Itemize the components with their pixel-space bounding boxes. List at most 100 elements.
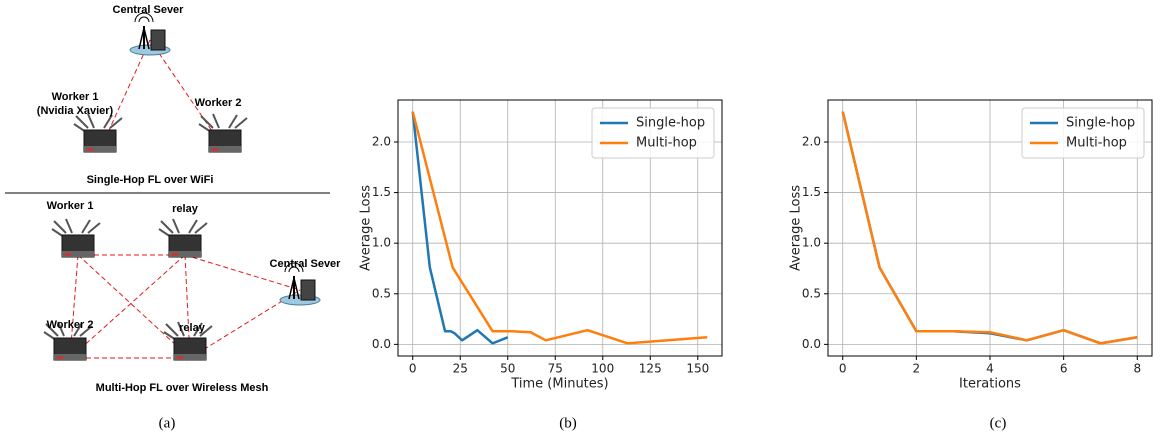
x-tick-label: 50 <box>500 362 515 376</box>
signal <box>288 266 300 273</box>
x-tick-label: 100 <box>591 362 614 376</box>
node-sublabel: (Nvidia Xavier) <box>37 105 114 117</box>
device-port <box>87 148 93 151</box>
device-icon <box>73 113 123 153</box>
antenna <box>73 322 83 337</box>
caption: (b) <box>559 415 577 431</box>
diagram-title: Multi-Hop FL over Wireless Mesh <box>96 382 269 394</box>
x-tick-label: 25 <box>453 362 468 376</box>
antenna <box>234 117 248 129</box>
antenna <box>193 322 203 337</box>
antenna <box>57 321 65 337</box>
server-box <box>300 279 316 301</box>
legend-label: Single-hop <box>636 116 705 131</box>
link <box>69 254 186 359</box>
node-label: Worker 2 <box>195 97 242 109</box>
antenna <box>200 115 214 129</box>
plot-frame <box>397 99 723 357</box>
antenna <box>188 219 198 234</box>
antenna <box>109 117 123 129</box>
y-axis-label: Average Loss <box>789 185 804 271</box>
antenna <box>45 323 59 337</box>
x-tick-label: 6 <box>1060 362 1068 376</box>
device-icon <box>163 321 213 361</box>
device-port <box>172 253 178 256</box>
y-tick-label: 0.5 <box>802 286 821 300</box>
plot-frame <box>827 99 1153 357</box>
legend-box <box>1021 107 1145 159</box>
legend-box <box>591 107 715 159</box>
diagram-title: Single-Hop FL over WiFi <box>87 174 214 186</box>
y-tick-label: 0.5 <box>372 286 391 300</box>
x-tick-label: 2 <box>913 362 921 376</box>
device-icon <box>43 321 93 361</box>
antenna <box>53 220 67 234</box>
x-axis-label: Time (Minutes) <box>510 377 608 392</box>
legend-label: Multi-hop <box>1066 136 1127 151</box>
series-line <box>841 111 1138 345</box>
antenna <box>87 113 95 129</box>
node-label: Worker 2 <box>47 319 94 331</box>
caption: (a) <box>159 415 176 431</box>
device-icon <box>158 218 208 258</box>
antenna <box>228 114 238 129</box>
antenna <box>81 219 91 234</box>
y-tick-label: 1.5 <box>372 185 391 199</box>
series-line <box>411 111 708 345</box>
link <box>184 254 191 359</box>
y-tick-label: 1.0 <box>802 236 821 250</box>
antenna <box>75 115 89 129</box>
device-front <box>169 251 201 257</box>
antenna <box>199 325 213 337</box>
node-label: relay <box>172 203 199 215</box>
device-icon <box>198 113 248 153</box>
signal <box>284 262 304 273</box>
node-label: Worker 1 <box>47 200 94 212</box>
y-tick-label: 0.0 <box>372 337 391 351</box>
link <box>149 39 226 151</box>
x-tick-label: 4 <box>986 362 994 376</box>
device-front <box>174 354 206 360</box>
server-icon <box>279 262 321 306</box>
y-tick-label: 2.0 <box>372 134 391 148</box>
node-label: Central Sever <box>113 4 185 16</box>
x-tick-label: 8 <box>1133 362 1141 376</box>
antenna <box>79 325 93 337</box>
antenna <box>165 323 179 337</box>
antenna <box>103 114 113 129</box>
device-front <box>209 146 241 152</box>
device-port <box>57 356 63 359</box>
node-label: relay <box>179 322 206 334</box>
legend-label: Single-hop <box>1066 116 1135 131</box>
device-front <box>54 354 86 360</box>
antenna <box>194 222 208 234</box>
x-tick-label: 75 <box>548 362 563 376</box>
tower-legs <box>288 277 300 300</box>
series-line <box>411 111 509 345</box>
y-tick-label: 1.5 <box>802 185 821 199</box>
link <box>69 254 79 359</box>
server-icon <box>129 12 171 56</box>
signal <box>134 12 154 23</box>
link <box>184 254 301 291</box>
antenna <box>212 113 220 129</box>
x-tick-label: 0 <box>409 362 417 376</box>
x-axis-label: Iterations <box>959 377 1021 392</box>
node-label: Worker 1 <box>52 91 99 103</box>
caption: (c) <box>990 415 1007 431</box>
antenna <box>160 220 174 234</box>
device-front <box>62 251 94 257</box>
tower-legs <box>138 27 150 50</box>
y-axis-label: Average Loss <box>359 185 374 271</box>
server-box <box>150 29 166 51</box>
link <box>77 254 191 359</box>
device-icon <box>51 218 101 258</box>
device-front <box>84 146 116 152</box>
y-tick-label: 0.0 <box>802 337 821 351</box>
device-port <box>65 253 71 256</box>
x-tick-label: 0 <box>839 362 847 376</box>
device-port <box>177 356 183 359</box>
x-tick-label: 125 <box>639 362 662 376</box>
antenna <box>87 222 101 234</box>
